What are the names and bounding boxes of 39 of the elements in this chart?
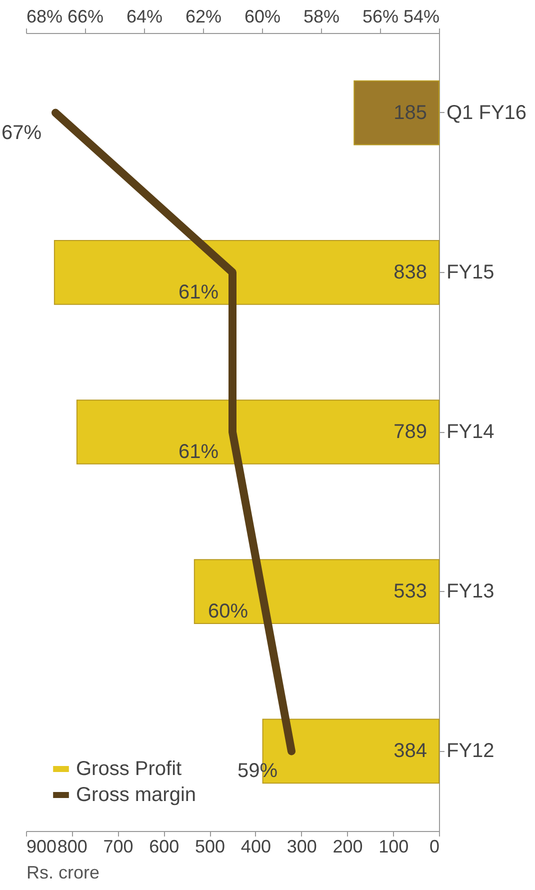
legend-label: Gross Profit xyxy=(76,758,182,780)
x2-tick-label: 54% xyxy=(403,6,440,26)
bar xyxy=(354,80,440,146)
x2-tick-label: 64% xyxy=(126,6,163,26)
x-tick-label: 600 xyxy=(149,836,180,856)
y-tick-label: FY13 xyxy=(446,580,494,603)
legend-label: Gross margin xyxy=(76,784,196,806)
x-tick-label: 800 xyxy=(57,836,88,856)
x-tick-label: 100 xyxy=(378,836,409,856)
bar xyxy=(54,240,440,305)
x-tick-label: 400 xyxy=(240,836,271,856)
x2-tick-label: 66% xyxy=(67,6,104,26)
x-tick-label: 0 xyxy=(429,836,440,856)
x2-tick-label: 56% xyxy=(362,6,399,26)
x2-tick-label: 62% xyxy=(185,6,222,26)
data-label: 67% xyxy=(1,122,42,144)
x-tick-label: 500 xyxy=(195,836,226,856)
data-label: 60% xyxy=(208,600,248,623)
x-tick-label: 300 xyxy=(286,836,317,856)
y-tick-label: FY12 xyxy=(446,740,494,762)
x-tick-label: 200 xyxy=(332,836,363,856)
bar xyxy=(194,559,440,624)
x-tick-label: 700 xyxy=(103,836,134,856)
data-label: 185 xyxy=(394,102,427,124)
data-label: 384 xyxy=(394,740,427,762)
data-label: 61% xyxy=(178,441,219,463)
x2-tick-label: 68% xyxy=(26,6,63,26)
bar xyxy=(76,400,440,464)
x2-tick-label: 58% xyxy=(303,6,340,26)
x2-tick-label: 60% xyxy=(244,6,281,26)
data-label: 533 xyxy=(394,580,427,603)
data-label: 61% xyxy=(178,281,219,304)
x-tick-label: 900 xyxy=(26,836,57,856)
y-tick-label: FY14 xyxy=(446,421,494,443)
y-tick-label: Q1 FY16 xyxy=(446,102,527,124)
y-tick-label: FY15 xyxy=(446,261,494,284)
x-axis-title: Rs. crore xyxy=(26,862,100,882)
data-label: 838 xyxy=(394,261,427,284)
data-label: 789 xyxy=(394,421,427,443)
